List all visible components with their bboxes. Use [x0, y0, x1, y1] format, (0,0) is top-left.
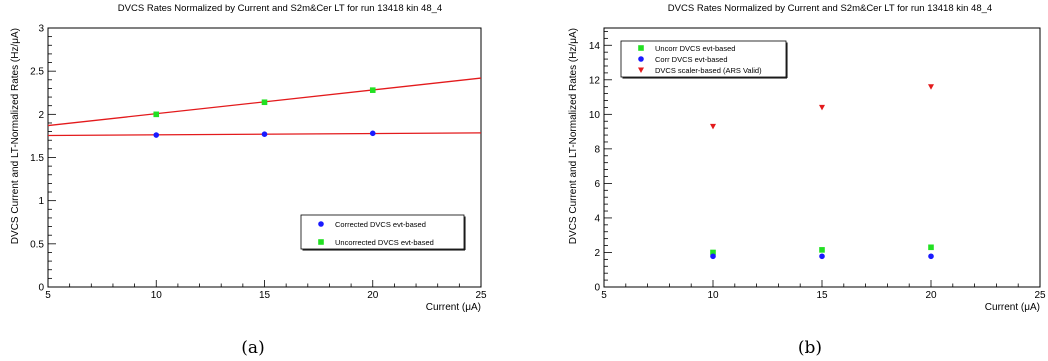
chart-title: DVCS Rates Normalized by Current and S2m…	[118, 3, 442, 14]
x-tick-label: 20	[367, 290, 379, 301]
data-point-s1-p0	[153, 111, 160, 118]
legend: Corrected DVCS evt-based Uncorrected DVCS…	[300, 214, 466, 251]
legend-marker	[638, 67, 644, 73]
legend-label: Uncorr DVCS evt-based	[655, 44, 735, 53]
y-tick-label: 10	[589, 110, 601, 121]
x-tick-label: 5	[45, 290, 51, 301]
legend-box	[300, 214, 465, 250]
y-tick-label: 6	[594, 179, 600, 190]
chart-panel-0: DVCS Rates Normalized by Current and S2m…	[10, 3, 487, 358]
x-axis-label: Current (μA)	[426, 302, 481, 313]
data-point-s0-p1	[819, 247, 825, 253]
data-point-s2-p0	[710, 123, 716, 130]
x-tick-label: 10	[151, 290, 163, 301]
data-point-s0-p0	[710, 249, 716, 256]
legend-marker	[638, 45, 644, 51]
y-axis-label: DVCS Current and LT-Normalized Rates (Hz…	[568, 28, 579, 244]
data-point-s0-p2	[928, 244, 934, 251]
legend-label: DVCS scaler-based (ARS Valid)	[655, 66, 762, 75]
legend-label: Corr DVCS evt-based	[655, 55, 728, 64]
x-tick-label: 15	[816, 290, 828, 301]
y-tick-label: 4	[594, 213, 600, 224]
data-point-s1-p0	[710, 253, 716, 260]
legend-marker	[318, 239, 324, 245]
y-tick-label: 1	[38, 196, 44, 207]
legend: Uncorr DVCS evt-based Corr DVCS evt-based…	[620, 40, 788, 79]
y-tick-label: 0.5	[30, 239, 44, 250]
legend-label: Uncorrected DVCS evt-based	[335, 238, 434, 247]
y-axis-label: DVCS Current and LT-Normalized Rates (Hz…	[10, 28, 21, 244]
data-point-s1-p1	[819, 253, 825, 260]
data-point-s2-p2	[928, 84, 934, 90]
chart-panel-1: DVCS Rates Normalized by Current and S2m…	[568, 3, 1046, 358]
y-tick-label: 1.5	[30, 153, 44, 164]
legend-box	[620, 40, 787, 78]
data-point-s1-p1	[261, 99, 268, 106]
x-tick-label: 20	[925, 290, 937, 301]
x-tick-label: 5	[601, 290, 607, 301]
x-axis-label: Current (μA)	[985, 302, 1040, 313]
data-point-s0-p0	[153, 132, 160, 138]
figure-caption: (a)	[241, 338, 264, 358]
data-point-s1-p2	[369, 87, 376, 93]
data-point-s2-p1	[819, 104, 825, 111]
y-tick-label: 8	[594, 144, 600, 155]
x-tick-label: 15	[259, 290, 271, 301]
y-tick-label: 12	[589, 75, 601, 86]
data-point-s1-p2	[928, 253, 934, 260]
figure-caption: (b)	[798, 338, 822, 358]
y-tick-label: 14	[589, 41, 601, 52]
x-tick-label: 10	[707, 290, 719, 301]
data-point-s0-p2	[369, 130, 376, 137]
y-tick-label: 2.5	[30, 67, 44, 78]
legend-marker	[318, 221, 324, 227]
y-tick-label: 3	[38, 24, 44, 35]
y-tick-label: 2	[38, 110, 44, 121]
y-tick-label: 0	[38, 283, 44, 294]
legend-label: Corrected DVCS evt-based	[335, 220, 426, 229]
x-tick-label: 25	[475, 290, 487, 301]
x-tick-label: 25	[1034, 290, 1046, 301]
chart-title: DVCS Rates Normalized by Current and S2m…	[668, 3, 992, 14]
legend-marker	[638, 56, 644, 62]
data-point-s0-p1	[261, 131, 268, 137]
y-tick-label: 0	[594, 283, 600, 294]
y-tick-label: 2	[594, 248, 600, 259]
